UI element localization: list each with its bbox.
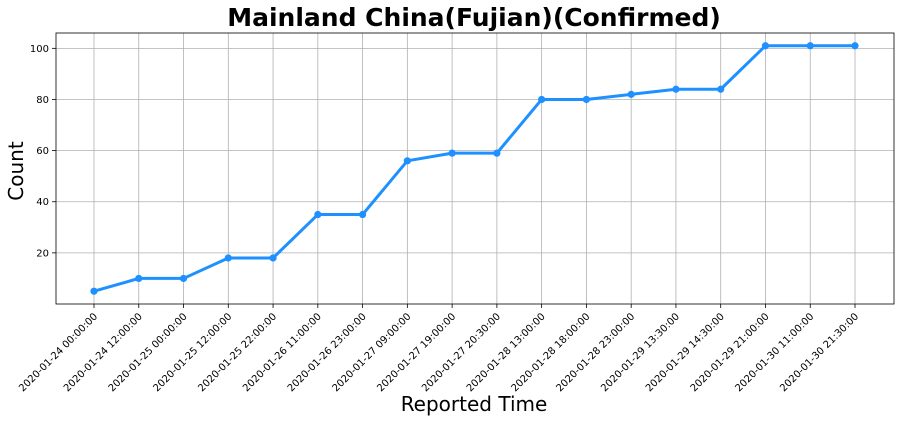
- data-point: [269, 254, 277, 262]
- grid: [56, 33, 894, 304]
- data-point: [403, 157, 411, 165]
- data-point: [851, 42, 859, 50]
- x-tick-label: 2020-01-27 09:00:00: [331, 311, 414, 394]
- x-tick-label: 2020-01-26 11:00:00: [241, 311, 324, 394]
- y-tick-label: 100: [30, 44, 49, 55]
- x-tick-label: 2020-01-26 23:00:00: [286, 311, 369, 394]
- x-tick-label: 2020-01-28 23:00:00: [554, 311, 637, 394]
- x-tick-label: 2020-01-30 11:00:00: [733, 311, 816, 394]
- data-point: [314, 210, 322, 219]
- chart-title: Mainland China(Fujian)(Confirmed): [227, 3, 721, 32]
- data-point: [582, 95, 591, 104]
- x-tick-label: 2020-01-29 21:00:00: [689, 311, 772, 394]
- x-tick-label: 2020-01-28 18:00:00: [510, 311, 593, 394]
- x-tick-label: 2020-01-25 00:00:00: [107, 311, 190, 394]
- data-point: [672, 85, 680, 93]
- data-point: [717, 85, 725, 93]
- data-point: [179, 274, 188, 283]
- data-point: [538, 95, 546, 104]
- data-point: [493, 149, 501, 157]
- y-tick-label: 60: [36, 146, 49, 157]
- x-tick-label: 2020-01-24 00:00:00: [17, 311, 100, 394]
- series-line: [92, 44, 857, 293]
- data-point: [627, 90, 635, 98]
- x-tick-label: 2020-01-27 20:30:00: [420, 311, 503, 394]
- data-point: [224, 254, 232, 262]
- y-tick-label: 20: [36, 248, 49, 259]
- data-point: [358, 210, 367, 219]
- x-tick-label: 2020-01-29 14:30:00: [644, 311, 727, 394]
- x-tick-label: 2020-01-27 19:00:00: [375, 311, 458, 394]
- data-point: [448, 149, 456, 157]
- x-tick-label: 2020-01-29 13:30:00: [599, 311, 682, 394]
- x-tick-label: 2020-01-24 12:00:00: [62, 311, 145, 394]
- plot-frame: [55, 32, 895, 305]
- x-tick-label: 2020-01-28 13:00:00: [465, 311, 548, 394]
- series-line-group: [92, 44, 857, 293]
- y-axis: 20 40 60 80 100: [30, 44, 56, 259]
- data-point: [761, 42, 770, 50]
- x-tick-label: 2020-01-30 21:30:00: [778, 311, 861, 394]
- y-tick-label: 40: [36, 197, 49, 208]
- data-points: [90, 42, 859, 295]
- y-axis-label: Count: [4, 141, 28, 201]
- data-point: [806, 42, 814, 50]
- y-tick-label: 80: [36, 95, 49, 106]
- x-tick-label: 2020-01-25 22:00:00: [196, 311, 279, 394]
- x-axis-label: Reported Time: [401, 392, 548, 416]
- x-tick-label: 2020-01-25 12:00:00: [152, 311, 235, 394]
- data-point: [90, 287, 98, 295]
- data-point: [135, 274, 143, 283]
